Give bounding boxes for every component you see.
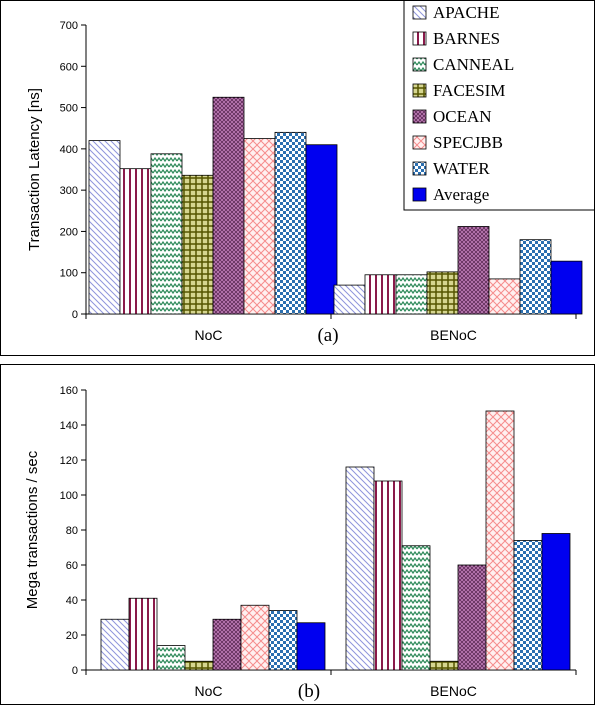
y-tick-label: 400 [60, 144, 78, 156]
bar-specjbb-noc [240, 604, 270, 671]
y-tick-label: 0 [72, 665, 78, 677]
bar-water-noc [268, 610, 298, 671]
bar-barnes-noc [128, 597, 158, 671]
bar-apache-benoc [345, 466, 375, 671]
y-tick-label: 80 [66, 525, 78, 537]
y-tick-label: 100 [60, 490, 78, 502]
y-tick-label: 160 [60, 385, 78, 397]
bar-barnes-benoc [373, 480, 403, 671]
legend-swatch-water [412, 161, 427, 176]
legend-label-apache: APACHE [433, 3, 499, 22]
legend-swatch-average [412, 187, 427, 202]
bar-apache-noc [88, 140, 121, 315]
legend-swatch-barnes [412, 31, 427, 46]
x-category-label: NoC [194, 683, 222, 699]
bar-average-noc [305, 144, 338, 315]
legend-swatch-apache [412, 5, 427, 20]
y-tick-label: 500 [60, 103, 78, 115]
bar-apache-benoc [333, 284, 366, 315]
bar-average-noc [296, 622, 326, 671]
y-tick-label: 0 [72, 309, 78, 321]
y-tick-label: 60 [66, 560, 78, 572]
y-tick-label: 140 [60, 420, 78, 432]
legend-box [403, 1, 594, 211]
bar-barnes-noc [119, 168, 152, 315]
bar-specjbb-noc [243, 138, 276, 315]
throughput-chart: Mega transactions / sec 0 20 40 60 80 100 120 14… [24, 385, 577, 702]
y-tick-label: 120 [60, 455, 78, 467]
latency-chart: Transaction Latency [ns] 0 100 200 300 400 500… [26, 1, 594, 346]
bar-canneal-benoc [401, 545, 431, 671]
bar-ocean-noc [212, 618, 242, 671]
legend-label-canneal: CANNEAL [433, 55, 514, 74]
bar-canneal-noc [150, 153, 183, 315]
bar-ocean-benoc [457, 226, 490, 315]
bar-facesim-noc [181, 174, 214, 315]
bar-specjbb-benoc [488, 278, 521, 315]
legend-label-ocean: OCEAN [433, 107, 492, 126]
y-tick-label: 300 [60, 185, 78, 197]
panel-tag: (a) [317, 325, 338, 346]
bar-facesim-benoc [429, 660, 459, 671]
y-axis-label: Transaction Latency [ns] [26, 88, 43, 251]
bar-specjbb-benoc [485, 410, 515, 671]
bar-ocean-benoc [457, 564, 487, 671]
bar-water-benoc [519, 239, 552, 315]
y-tick-label: 700 [60, 20, 78, 32]
y-tick-label: 100 [60, 268, 78, 280]
bar-average-benoc [550, 260, 583, 315]
legend-label-specjbb: SPECJBB [433, 133, 503, 152]
legend-label-barnes: BARNES [433, 29, 500, 48]
legend-label-water: WATER [433, 159, 490, 178]
y-tick-label: 40 [66, 595, 78, 607]
bar-facesim-noc [184, 660, 214, 671]
bar-canneal-benoc [395, 274, 428, 315]
bar-water-benoc [513, 540, 543, 671]
legend-swatch-specjbb [412, 135, 427, 150]
x-category-label: NoC [194, 327, 222, 343]
legend-swatch-ocean [412, 109, 427, 124]
panel-tag: (b) [298, 681, 320, 702]
chart-panel-b: Mega transactions / sec 0 20 40 60 80 100 120 14… [0, 364, 595, 705]
bar-water-noc [274, 131, 307, 315]
y-tick-label: 20 [66, 630, 78, 642]
legend-swatch-facesim [412, 83, 427, 98]
bar-barnes-benoc [364, 274, 397, 315]
bar-facesim-benoc [426, 271, 459, 315]
legend-label-facesim: FACESIM [433, 81, 505, 100]
legend-label-average: Average [433, 185, 489, 204]
y-axis-label: Mega transactions / sec [24, 450, 41, 609]
x-category-label: BENoC [430, 327, 477, 343]
bar-ocean-noc [212, 96, 245, 315]
legend-swatch-canneal [412, 57, 427, 72]
x-category-label: BENoC [430, 683, 477, 699]
bar-average-benoc [541, 533, 571, 671]
y-tick-label: 200 [60, 226, 78, 238]
chart-panel-a: Transaction Latency [ns] 0 100 200 300 400 500… [0, 0, 595, 356]
bar-apache-noc [100, 618, 130, 671]
bar-canneal-noc [156, 645, 186, 671]
y-tick-label: 600 [60, 61, 78, 73]
legend: APACHE BARNES CANNEAL FACESIM OCEAN SPECJBB WA… [403, 1, 594, 211]
